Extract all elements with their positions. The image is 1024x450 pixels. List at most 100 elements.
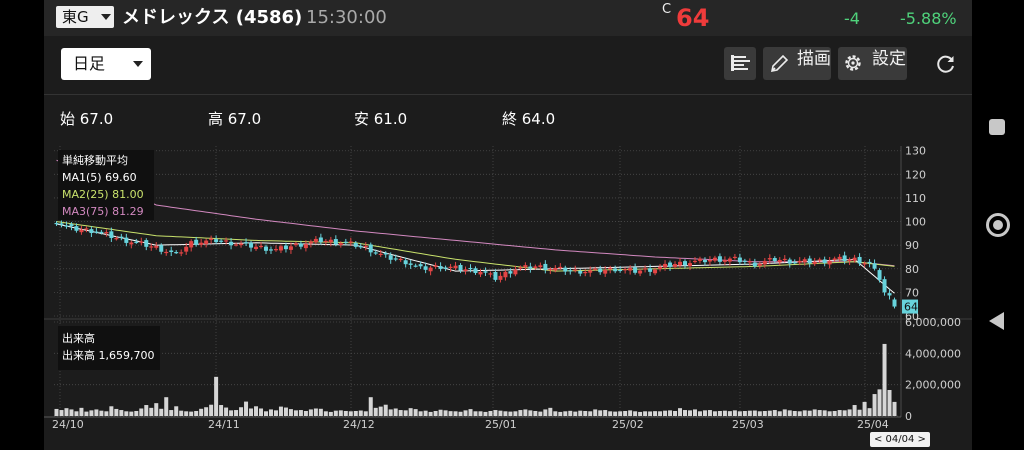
- candle-body: [832, 258, 837, 261]
- volume-bar: [144, 405, 149, 416]
- volume-bar: [777, 411, 782, 416]
- candle-body: [678, 261, 683, 266]
- volume-bar: [692, 409, 697, 416]
- volume-bar: [174, 406, 179, 416]
- candle-body: [139, 241, 144, 243]
- volume-bar: [762, 410, 767, 416]
- candle-body: [488, 273, 493, 275]
- volume-bar: [643, 411, 648, 416]
- volume-bar: [403, 410, 408, 416]
- volume-bar: [842, 410, 847, 416]
- volume-bar: [483, 411, 488, 416]
- volume-bar: [94, 409, 99, 416]
- volume-bar: [742, 410, 747, 416]
- month-label: 25/01: [485, 418, 517, 431]
- market-selector[interactable]: 東G: [56, 6, 114, 28]
- back-icon[interactable]: [989, 312, 1004, 330]
- settings-button[interactable]: 設定: [838, 47, 907, 80]
- volume-bar: [792, 410, 797, 416]
- volume-bar: [169, 410, 174, 416]
- period-label: 日足: [73, 54, 106, 73]
- volume-bar: [663, 410, 668, 416]
- date-tag[interactable]: < 04/04 >: [870, 432, 930, 447]
- volume-bar: [598, 410, 603, 416]
- volume-bar: [603, 410, 608, 416]
- candle-body: [573, 269, 578, 271]
- volume-bar: [513, 411, 518, 416]
- candle-body: [807, 258, 812, 264]
- volume-bar: [458, 411, 463, 416]
- volume-bar: [528, 410, 533, 416]
- volume-bar: [578, 410, 583, 416]
- volume-bar: [89, 410, 94, 416]
- candle-body: [578, 270, 583, 274]
- volume-bar: [134, 410, 139, 416]
- volume-bar: [807, 410, 812, 416]
- volume-bar: [523, 409, 528, 416]
- candle-body: [348, 241, 353, 243]
- candle-body: [608, 267, 613, 270]
- volume-bar: [448, 411, 453, 416]
- candle-body: [643, 268, 648, 270]
- price-change: -4: [844, 9, 860, 28]
- candle-body: [518, 267, 523, 269]
- recent-apps-icon[interactable]: [989, 119, 1005, 135]
- candle-body: [787, 259, 792, 264]
- candle-body: [443, 267, 448, 269]
- candle-body: [508, 271, 513, 274]
- volume-bar: [209, 404, 214, 416]
- volume-bar: [767, 410, 772, 416]
- period-select[interactable]: 日足: [61, 48, 151, 80]
- divider: [44, 94, 972, 95]
- volume-bar: [508, 411, 513, 416]
- volume-bar: [827, 411, 832, 416]
- candle-body: [867, 261, 872, 264]
- candle-body: [259, 245, 264, 248]
- volume-bar: [249, 408, 254, 416]
- month-label: 24/12: [343, 418, 375, 431]
- candle-body: [827, 260, 832, 265]
- candle-body: [503, 271, 508, 278]
- candle-body: [313, 238, 318, 243]
- volume-bar: [164, 397, 169, 416]
- candle-body: [538, 265, 543, 268]
- price-tick-label: 70: [905, 286, 919, 299]
- ohlc-open: 始 67.0: [60, 110, 114, 128]
- candle-body: [328, 239, 333, 243]
- volume-bar: [583, 410, 588, 416]
- ma2-legend: MA2(25) 81.00: [62, 188, 144, 201]
- candle-body: [653, 269, 658, 274]
- candle-body: [254, 246, 259, 250]
- axes: 130120110100908070606,000,0004,000,0002,…: [52, 145, 961, 431]
- candle-body: [468, 267, 473, 270]
- candle-body: [822, 259, 827, 263]
- price-change-percent: -5.88%: [900, 9, 957, 28]
- volume-bar: [593, 409, 598, 416]
- volume-bar: [633, 411, 638, 416]
- candle-body: [453, 265, 458, 269]
- volume-bar: [268, 409, 273, 416]
- stock-name: メドレックス (4586): [122, 7, 303, 28]
- home-icon[interactable]: [986, 213, 1010, 237]
- volume-bar: [538, 411, 543, 416]
- candle-body: [707, 259, 712, 262]
- draw-button[interactable]: 描画: [763, 47, 831, 80]
- chart-canvas[interactable]: 130120110100908070606,000,0004,000,0002,…: [44, 0, 972, 450]
- volume-bar: [214, 376, 219, 416]
- volume-bar: [84, 411, 89, 416]
- volume-bar: [678, 408, 683, 416]
- volume-bar: [338, 410, 343, 416]
- candle-body: [782, 258, 787, 261]
- candle-body: [154, 245, 159, 248]
- volume-bar: [398, 410, 403, 416]
- ma-legend: 単純移動平均 MA1(5) 69.60 MA2(25) 81.00 MA3(75…: [58, 150, 154, 220]
- candle-body: [687, 263, 692, 267]
- candle-body: [528, 266, 533, 269]
- refresh-icon[interactable]: [934, 52, 958, 76]
- volume-bars: [54, 343, 897, 416]
- volume-bar: [124, 411, 129, 416]
- candle-body: [109, 231, 114, 238]
- indicator-button[interactable]: [724, 47, 756, 80]
- volume-bar: [588, 411, 593, 416]
- volume-tick-label: 4,000,000: [905, 347, 961, 360]
